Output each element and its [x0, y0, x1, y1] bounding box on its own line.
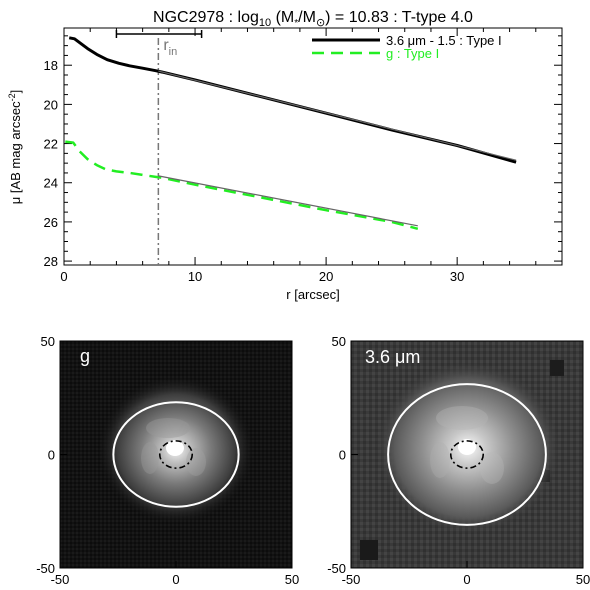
x-tick-label: 20 — [319, 269, 333, 284]
y-tick-label: 20 — [44, 97, 58, 112]
chart-title: NGC2978 : log10 (M*/M⊙) = 10.83 : T-type… — [153, 9, 473, 29]
y-tick-label: 50 — [41, 334, 55, 349]
x-tick-label: 0 — [60, 269, 67, 284]
ir-inner-ellipse — [449, 440, 485, 469]
legend-label-g: g : Type I — [386, 46, 439, 61]
y-tick-label: 0 — [48, 448, 55, 463]
x-tick-label: 0 — [463, 572, 470, 587]
r-in-marker: rin — [115, 30, 203, 265]
top-axis-ticks — [63, 28, 562, 265]
legend: 3.6 μm - 1.5 : Type I g : Type I — [312, 33, 502, 61]
series-line — [158, 70, 517, 161]
ir-image-label: 3.6 μm — [365, 347, 420, 367]
series-line — [158, 175, 418, 227]
g-image-label: g — [80, 346, 90, 366]
ir-galaxy-arm — [436, 406, 488, 430]
g-axis-ticks — [59, 340, 293, 569]
g-band-image-panel: g -50 0 50 -50 0 50 — [36, 334, 299, 587]
y-tick-label: 28 — [44, 254, 58, 269]
y-tick-label: -50 — [327, 561, 346, 576]
ir-outer-ellipse — [387, 383, 547, 526]
x-tick-label: 10 — [188, 269, 202, 284]
ir-galaxy-arm — [480, 452, 504, 484]
ir-image-panel: 3.6 μm -50 0 50 -50 0 50 — [327, 334, 590, 587]
ir-axis-ticks — [350, 340, 584, 569]
y-tick-label: 26 — [44, 215, 58, 230]
y-tick-label: 24 — [44, 176, 58, 191]
x-axis-label: r [arcsec] — [286, 287, 339, 302]
profile-panel: NGC2978 : log10 (M*/M⊙) = 10.83 : T-type… — [7, 9, 563, 302]
ir-galaxy-core — [458, 439, 476, 455]
y-tick-label: 0 — [339, 448, 346, 463]
g-galaxy-arm — [141, 442, 159, 474]
g-inner-ellipse — [158, 440, 194, 469]
r-in-label: rin — [163, 37, 177, 58]
g-galaxy-arm — [146, 418, 190, 438]
x-tick-label: -50 — [342, 572, 361, 587]
g-outer-ellipse — [112, 401, 240, 508]
top-axis-tick-labels: 0 10 20 30 18 20 22 24 26 28 — [44, 58, 465, 284]
ir-image-speckle — [360, 540, 378, 560]
x-tick-label: 30 — [450, 269, 464, 284]
x-tick-label: 50 — [285, 572, 299, 587]
g-galaxy-core — [166, 440, 184, 456]
x-tick-label: 0 — [172, 572, 179, 587]
y-tick-label: 50 — [332, 334, 346, 349]
ir-axis-tick-labels: -50 0 50 -50 0 50 — [327, 334, 590, 587]
series-line — [65, 140, 419, 231]
y-tick-label: 18 — [44, 58, 58, 73]
profile-series — [65, 36, 517, 231]
ir-image-speckle — [550, 360, 564, 376]
y-tick-label: -50 — [36, 561, 55, 576]
ir-galaxy-arm — [430, 442, 450, 478]
y-axis-label: μ [AB mag arcsec-2] — [7, 90, 23, 205]
g-galaxy-arm — [186, 448, 206, 476]
x-tick-label: -50 — [51, 572, 70, 587]
legend-label-3-6um: 3.6 μm - 1.5 : Type I — [386, 33, 502, 48]
x-tick-label: 50 — [576, 572, 590, 587]
g-axis-tick-labels: -50 0 50 -50 0 50 — [36, 334, 299, 587]
plot-frame — [63, 27, 563, 266]
y-tick-label: 22 — [44, 137, 58, 152]
